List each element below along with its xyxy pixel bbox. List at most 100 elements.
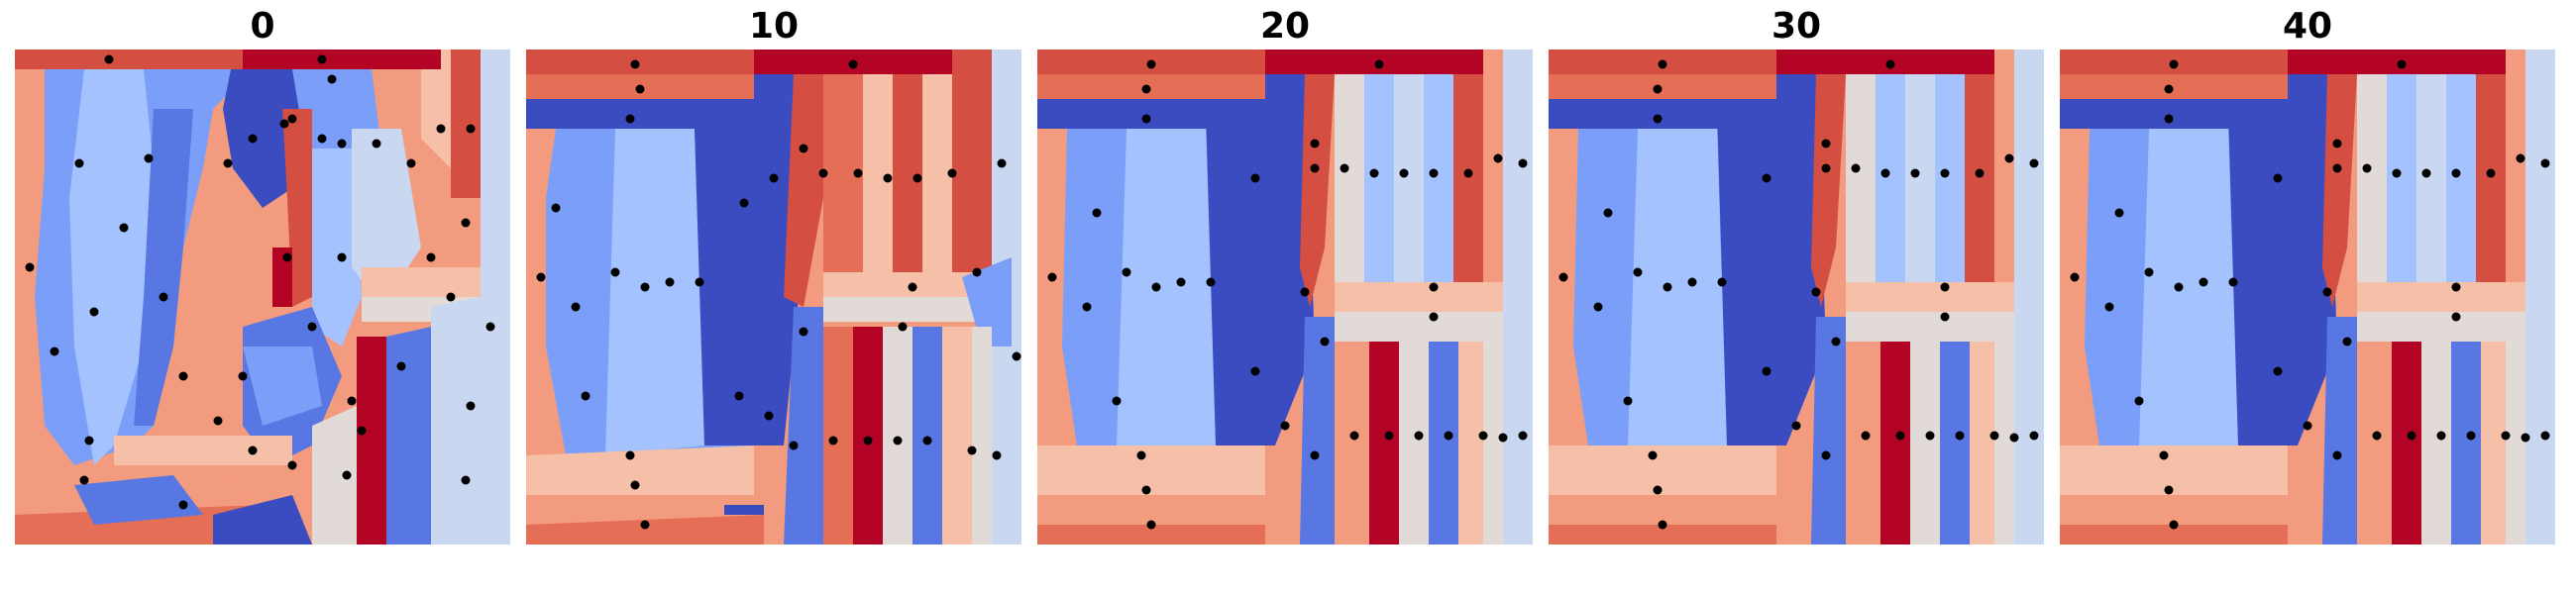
sample-point	[1861, 431, 1871, 441]
sample-point	[2332, 139, 2342, 148]
sample-point	[178, 371, 188, 381]
sample-point	[848, 59, 858, 69]
sample-point	[2174, 282, 2184, 292]
sample-point	[2070, 272, 2080, 282]
sample-point	[640, 282, 650, 292]
sample-point	[1136, 450, 1146, 460]
sample-point	[947, 168, 957, 178]
sample-point	[739, 198, 749, 208]
sample-point	[2540, 158, 2550, 168]
sample-point	[625, 450, 635, 460]
sample-point	[1653, 114, 1663, 124]
panel-40: 40	[2060, 0, 2555, 594]
sample-point	[426, 252, 436, 262]
sample-point	[1653, 84, 1663, 94]
sample-point	[1141, 84, 1151, 94]
sample-point	[1633, 267, 1643, 277]
sample-point	[357, 426, 367, 436]
region-map-30	[1549, 50, 2044, 544]
sample-point	[1429, 282, 1439, 292]
sample-point	[912, 173, 922, 183]
sample-point	[2273, 173, 2283, 183]
sample-point	[466, 401, 476, 411]
sample-point	[1851, 163, 1861, 173]
sample-point	[1925, 431, 1935, 441]
sample-point	[1791, 421, 1801, 431]
sample-point	[25, 262, 35, 272]
sample-point	[1414, 431, 1424, 441]
sample-point	[1463, 168, 1473, 178]
region-map-20	[1037, 50, 1533, 544]
sample-point	[1717, 277, 1727, 287]
sample-point	[1206, 277, 1216, 287]
sample-point	[1940, 168, 1950, 178]
sample-point	[581, 391, 590, 401]
sample-point	[1880, 168, 1890, 178]
sample-point	[630, 59, 640, 69]
sample-point	[2029, 158, 2039, 168]
sample-point	[2342, 337, 2352, 346]
sample-point	[2397, 59, 2407, 69]
sample-point	[1910, 168, 1920, 178]
sample-point	[1320, 337, 1330, 346]
sample-point	[1176, 277, 1186, 287]
sample-point	[74, 158, 84, 168]
sample-point	[446, 292, 456, 302]
sample-point	[1399, 168, 1409, 178]
sample-point	[436, 124, 446, 134]
sample-point	[1663, 282, 1672, 292]
sample-point	[307, 322, 317, 332]
sample-point	[406, 158, 416, 168]
sample-point	[1369, 168, 1379, 178]
sample-point	[1658, 520, 1667, 530]
sample-point	[2144, 267, 2154, 277]
sample-point	[625, 114, 635, 124]
sample-point	[2009, 433, 2019, 443]
sample-point	[1940, 312, 1950, 322]
sample-point	[213, 416, 223, 426]
sample-point	[1429, 168, 1439, 178]
sample-point	[551, 203, 561, 213]
panel-0: 0	[15, 0, 510, 594]
sample-point	[178, 500, 188, 510]
sample-point	[883, 173, 893, 183]
sample-point	[248, 134, 258, 144]
panel-title: 20	[1259, 6, 1311, 47]
sample-point	[2516, 153, 2525, 163]
sample-point	[2332, 163, 2342, 173]
sample-point	[853, 168, 863, 178]
sample-point	[2540, 431, 2550, 441]
sample-point	[2421, 168, 2431, 178]
sample-point	[2004, 153, 2014, 163]
sample-point	[972, 267, 982, 277]
sample-point	[1300, 287, 1310, 297]
sample-point	[898, 322, 908, 332]
sample-point	[2451, 282, 2461, 292]
sample-point	[2134, 396, 2144, 406]
sample-point	[863, 436, 873, 446]
sample-point	[1811, 287, 1821, 297]
sample-point	[2436, 431, 2446, 441]
sample-point	[1444, 431, 1453, 441]
sample-point	[992, 450, 1002, 460]
panel-title: 40	[2282, 6, 2333, 47]
sample-point	[2392, 168, 2402, 178]
sample-point	[630, 480, 640, 490]
sample-point	[640, 520, 650, 530]
sample-point	[485, 322, 495, 332]
sample-point	[2104, 302, 2114, 312]
sample-point	[327, 74, 337, 84]
sample-point	[1146, 59, 1156, 69]
sample-point	[1940, 282, 1950, 292]
sample-point	[1082, 302, 1092, 312]
sample-point	[2303, 421, 2312, 431]
sample-point	[1141, 485, 1151, 495]
sample-point	[238, 371, 248, 381]
sample-point	[1762, 173, 1771, 183]
sample-point	[287, 460, 297, 470]
sample-point	[734, 391, 744, 401]
sample-point	[1955, 431, 1965, 441]
sample-point	[2114, 208, 2124, 218]
sample-point	[893, 436, 903, 446]
sample-point	[571, 302, 581, 312]
